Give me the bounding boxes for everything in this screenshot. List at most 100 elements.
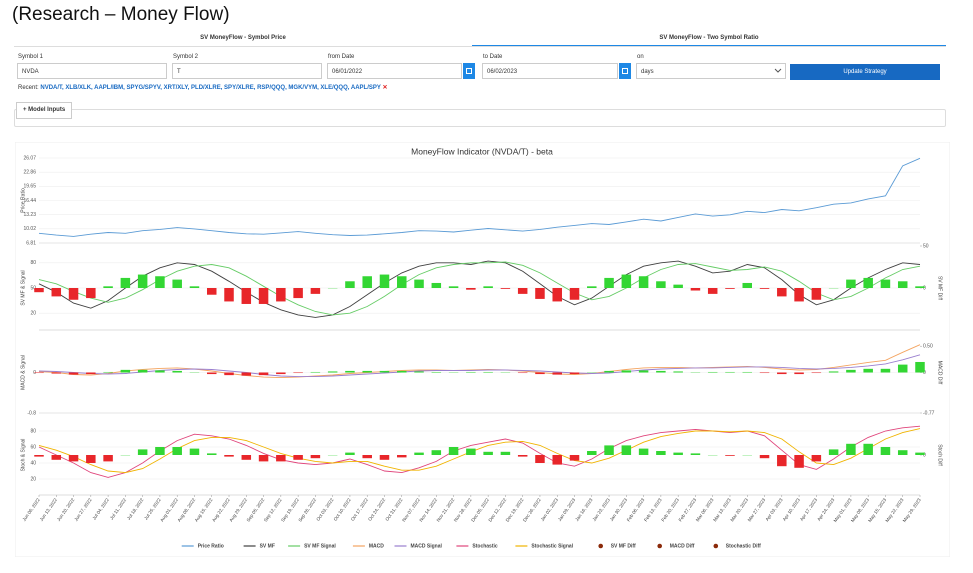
diff-bar bbox=[34, 288, 44, 293]
diff-bar bbox=[880, 279, 891, 288]
diff-bar bbox=[258, 455, 269, 462]
tab-divider bbox=[14, 46, 946, 47]
diff-bar bbox=[414, 371, 424, 373]
field-label: to Date bbox=[483, 54, 503, 60]
legend-label: MACD bbox=[369, 543, 384, 549]
y-axis-label: Price Ratio bbox=[20, 188, 26, 213]
diff-bar bbox=[897, 281, 908, 288]
diff-bar bbox=[68, 455, 79, 462]
y-tick-label: 20 bbox=[30, 311, 36, 317]
diff-bar bbox=[293, 288, 303, 299]
diff-bar bbox=[172, 279, 182, 288]
clear-recent[interactable]: ✕ bbox=[382, 85, 388, 91]
update-button[interactable]: Update Strategy bbox=[790, 64, 940, 80]
diff-bar bbox=[742, 371, 753, 373]
diff-bar bbox=[483, 286, 493, 288]
diff-bar bbox=[172, 447, 182, 455]
diff-bar bbox=[224, 372, 234, 376]
diff-bar bbox=[725, 288, 735, 289]
y2-tick-label: 50 bbox=[923, 243, 929, 249]
calendar-button[interactable] bbox=[619, 63, 631, 79]
diff-bar bbox=[155, 276, 165, 288]
diff-bar bbox=[68, 372, 79, 375]
diff-bar bbox=[103, 371, 113, 373]
diff-bar bbox=[466, 371, 476, 373]
tab[interactable]: SV MoneyFlow - Symbol Price bbox=[200, 35, 286, 41]
diff-bar bbox=[604, 370, 614, 373]
diff-bar bbox=[500, 288, 511, 289]
diff-bar bbox=[604, 277, 614, 288]
diff-bar bbox=[86, 372, 96, 375]
series-line bbox=[38, 261, 921, 316]
diff-bar bbox=[656, 281, 666, 288]
diff-bar bbox=[638, 370, 649, 373]
diff-bar bbox=[189, 448, 200, 455]
diff-bar bbox=[414, 279, 424, 288]
model-inputs-toggle[interactable]: + Model Inputs bbox=[16, 102, 73, 119]
diff-bar bbox=[431, 450, 442, 455]
diff-bar bbox=[345, 370, 355, 373]
y2-axis-label: Stoch Diff bbox=[937, 444, 943, 466]
diff-bar bbox=[189, 286, 200, 288]
diff-bar bbox=[120, 369, 131, 373]
diff-bar bbox=[86, 455, 96, 463]
diff-bar bbox=[587, 286, 597, 288]
from-date-input[interactable]: 06/01/2022 bbox=[327, 63, 462, 79]
diff-bar bbox=[483, 451, 493, 455]
diff-bar bbox=[362, 370, 372, 373]
diff-bar bbox=[880, 368, 891, 373]
diff-bar bbox=[241, 372, 252, 376]
diff-bar bbox=[276, 288, 286, 302]
y-tick-label: -0.8 bbox=[27, 410, 36, 416]
y-tick-label: 60 bbox=[30, 444, 36, 450]
diff-bar bbox=[206, 453, 217, 455]
diff-bar bbox=[915, 452, 925, 455]
legend-swatch bbox=[713, 543, 719, 549]
calendar-button[interactable] bbox=[463, 63, 475, 79]
diff-bar bbox=[137, 274, 148, 288]
y2-tick-label: 0 bbox=[923, 370, 926, 376]
series-line bbox=[38, 425, 921, 478]
diff-bar bbox=[483, 371, 493, 373]
diff-bar bbox=[517, 288, 528, 294]
diff-bar bbox=[68, 288, 79, 300]
diff-bar bbox=[379, 370, 390, 373]
diff-bar bbox=[379, 455, 390, 460]
y-axis-label: Stoch & Signal bbox=[20, 439, 26, 472]
diff-bar bbox=[897, 450, 908, 455]
diff-bar bbox=[725, 455, 735, 456]
to-date-input[interactable]: 06/02/2023 bbox=[482, 63, 618, 79]
tab-active[interactable]: SV MoneyFlow - Two Symbol Ratio bbox=[472, 31, 946, 46]
diff-bar bbox=[673, 371, 683, 373]
y-tick-label: 40 bbox=[30, 460, 36, 466]
diff-bar bbox=[552, 455, 562, 465]
diff-bar bbox=[535, 455, 545, 463]
diff-bar bbox=[707, 288, 718, 294]
diff-bar bbox=[638, 276, 649, 288]
diff-bar bbox=[155, 370, 165, 373]
diff-bar bbox=[535, 288, 545, 299]
diff-bar bbox=[241, 288, 252, 304]
diff-bar bbox=[362, 276, 372, 288]
symbol2-input[interactable]: T bbox=[172, 63, 322, 79]
diff-bar bbox=[673, 452, 683, 455]
diff-bar bbox=[345, 281, 355, 288]
diff-bar bbox=[397, 370, 407, 373]
diff-bar bbox=[777, 372, 787, 375]
symbol1-input[interactable]: NVDA bbox=[17, 63, 167, 79]
diff-bar bbox=[155, 447, 165, 455]
interval-select[interactable]: days bbox=[636, 63, 786, 79]
diff-bar bbox=[448, 286, 459, 288]
series-line bbox=[38, 157, 921, 237]
diff-bar bbox=[103, 455, 113, 462]
model-inputs-panel bbox=[14, 109, 946, 127]
diff-bar bbox=[880, 447, 891, 455]
recent-links[interactable]: NVDA/T, XLB/XLK, AAPL/IBM, SPYG/SPYV, XR… bbox=[40, 85, 381, 91]
field-label: on bbox=[637, 54, 644, 60]
diff-bar bbox=[327, 371, 338, 373]
diff-bar bbox=[206, 372, 217, 375]
diff-bar bbox=[276, 455, 286, 462]
diff-bar bbox=[34, 372, 44, 374]
diff-bar bbox=[51, 455, 62, 460]
